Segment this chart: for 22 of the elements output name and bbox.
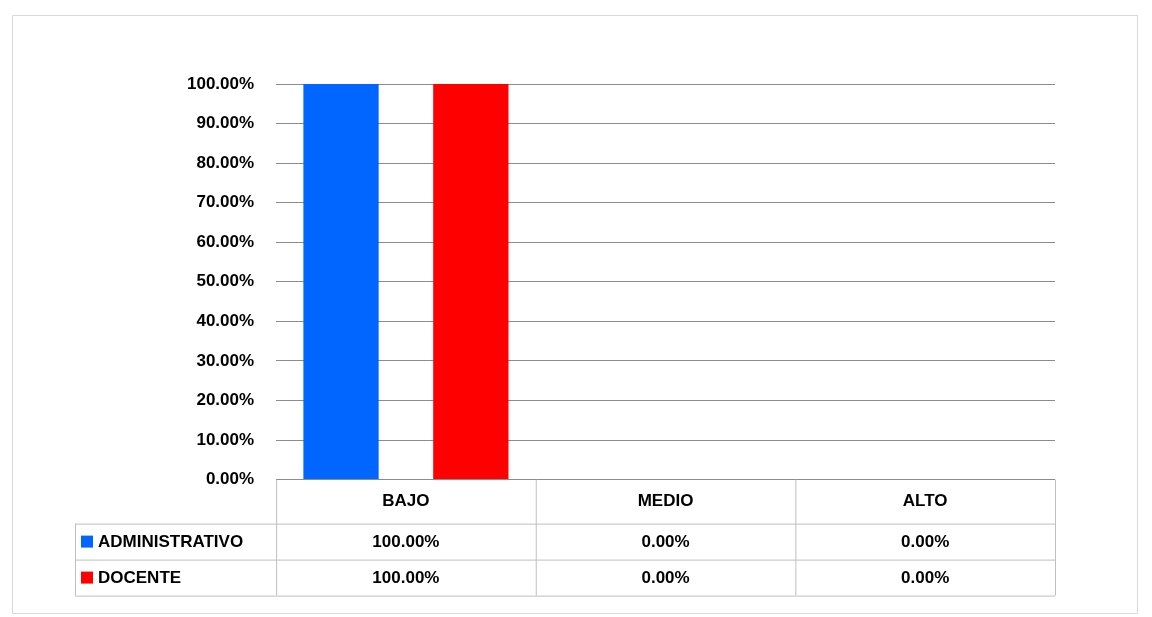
y-tick-label: 10.00% (196, 429, 255, 449)
y-tick-label: 20.00% (196, 390, 255, 410)
y-tick-label: 0.00% (205, 469, 255, 489)
data-label: 0.00% (641, 532, 690, 552)
x-tick-label: ALTO (902, 491, 948, 511)
y-tick-label: 70.00% (196, 192, 255, 212)
y-tick-label: 80.00% (196, 152, 255, 172)
y-tick-label: 30.00% (196, 350, 255, 370)
data-label: 0.00% (901, 568, 950, 588)
y-tick-label: 50.00% (196, 271, 255, 291)
data-label: 100.00% (372, 532, 440, 552)
y-tick-label: 90.00% (196, 113, 255, 133)
legend-label: DOCENTE (98, 568, 182, 588)
data-label: 0.00% (901, 532, 950, 552)
y-tick-label: 100.00% (186, 73, 255, 93)
legend-label: ADMINISTRATIVO (98, 532, 244, 552)
y-tick-label: 40.00% (196, 311, 255, 331)
data-label: 100.00% (372, 568, 440, 588)
x-tick-label: MEDIO (637, 491, 694, 511)
data-label: 0.00% (641, 568, 690, 588)
x-tick-label: BAJO (382, 491, 430, 511)
y-tick-label: 60.00% (196, 231, 255, 251)
